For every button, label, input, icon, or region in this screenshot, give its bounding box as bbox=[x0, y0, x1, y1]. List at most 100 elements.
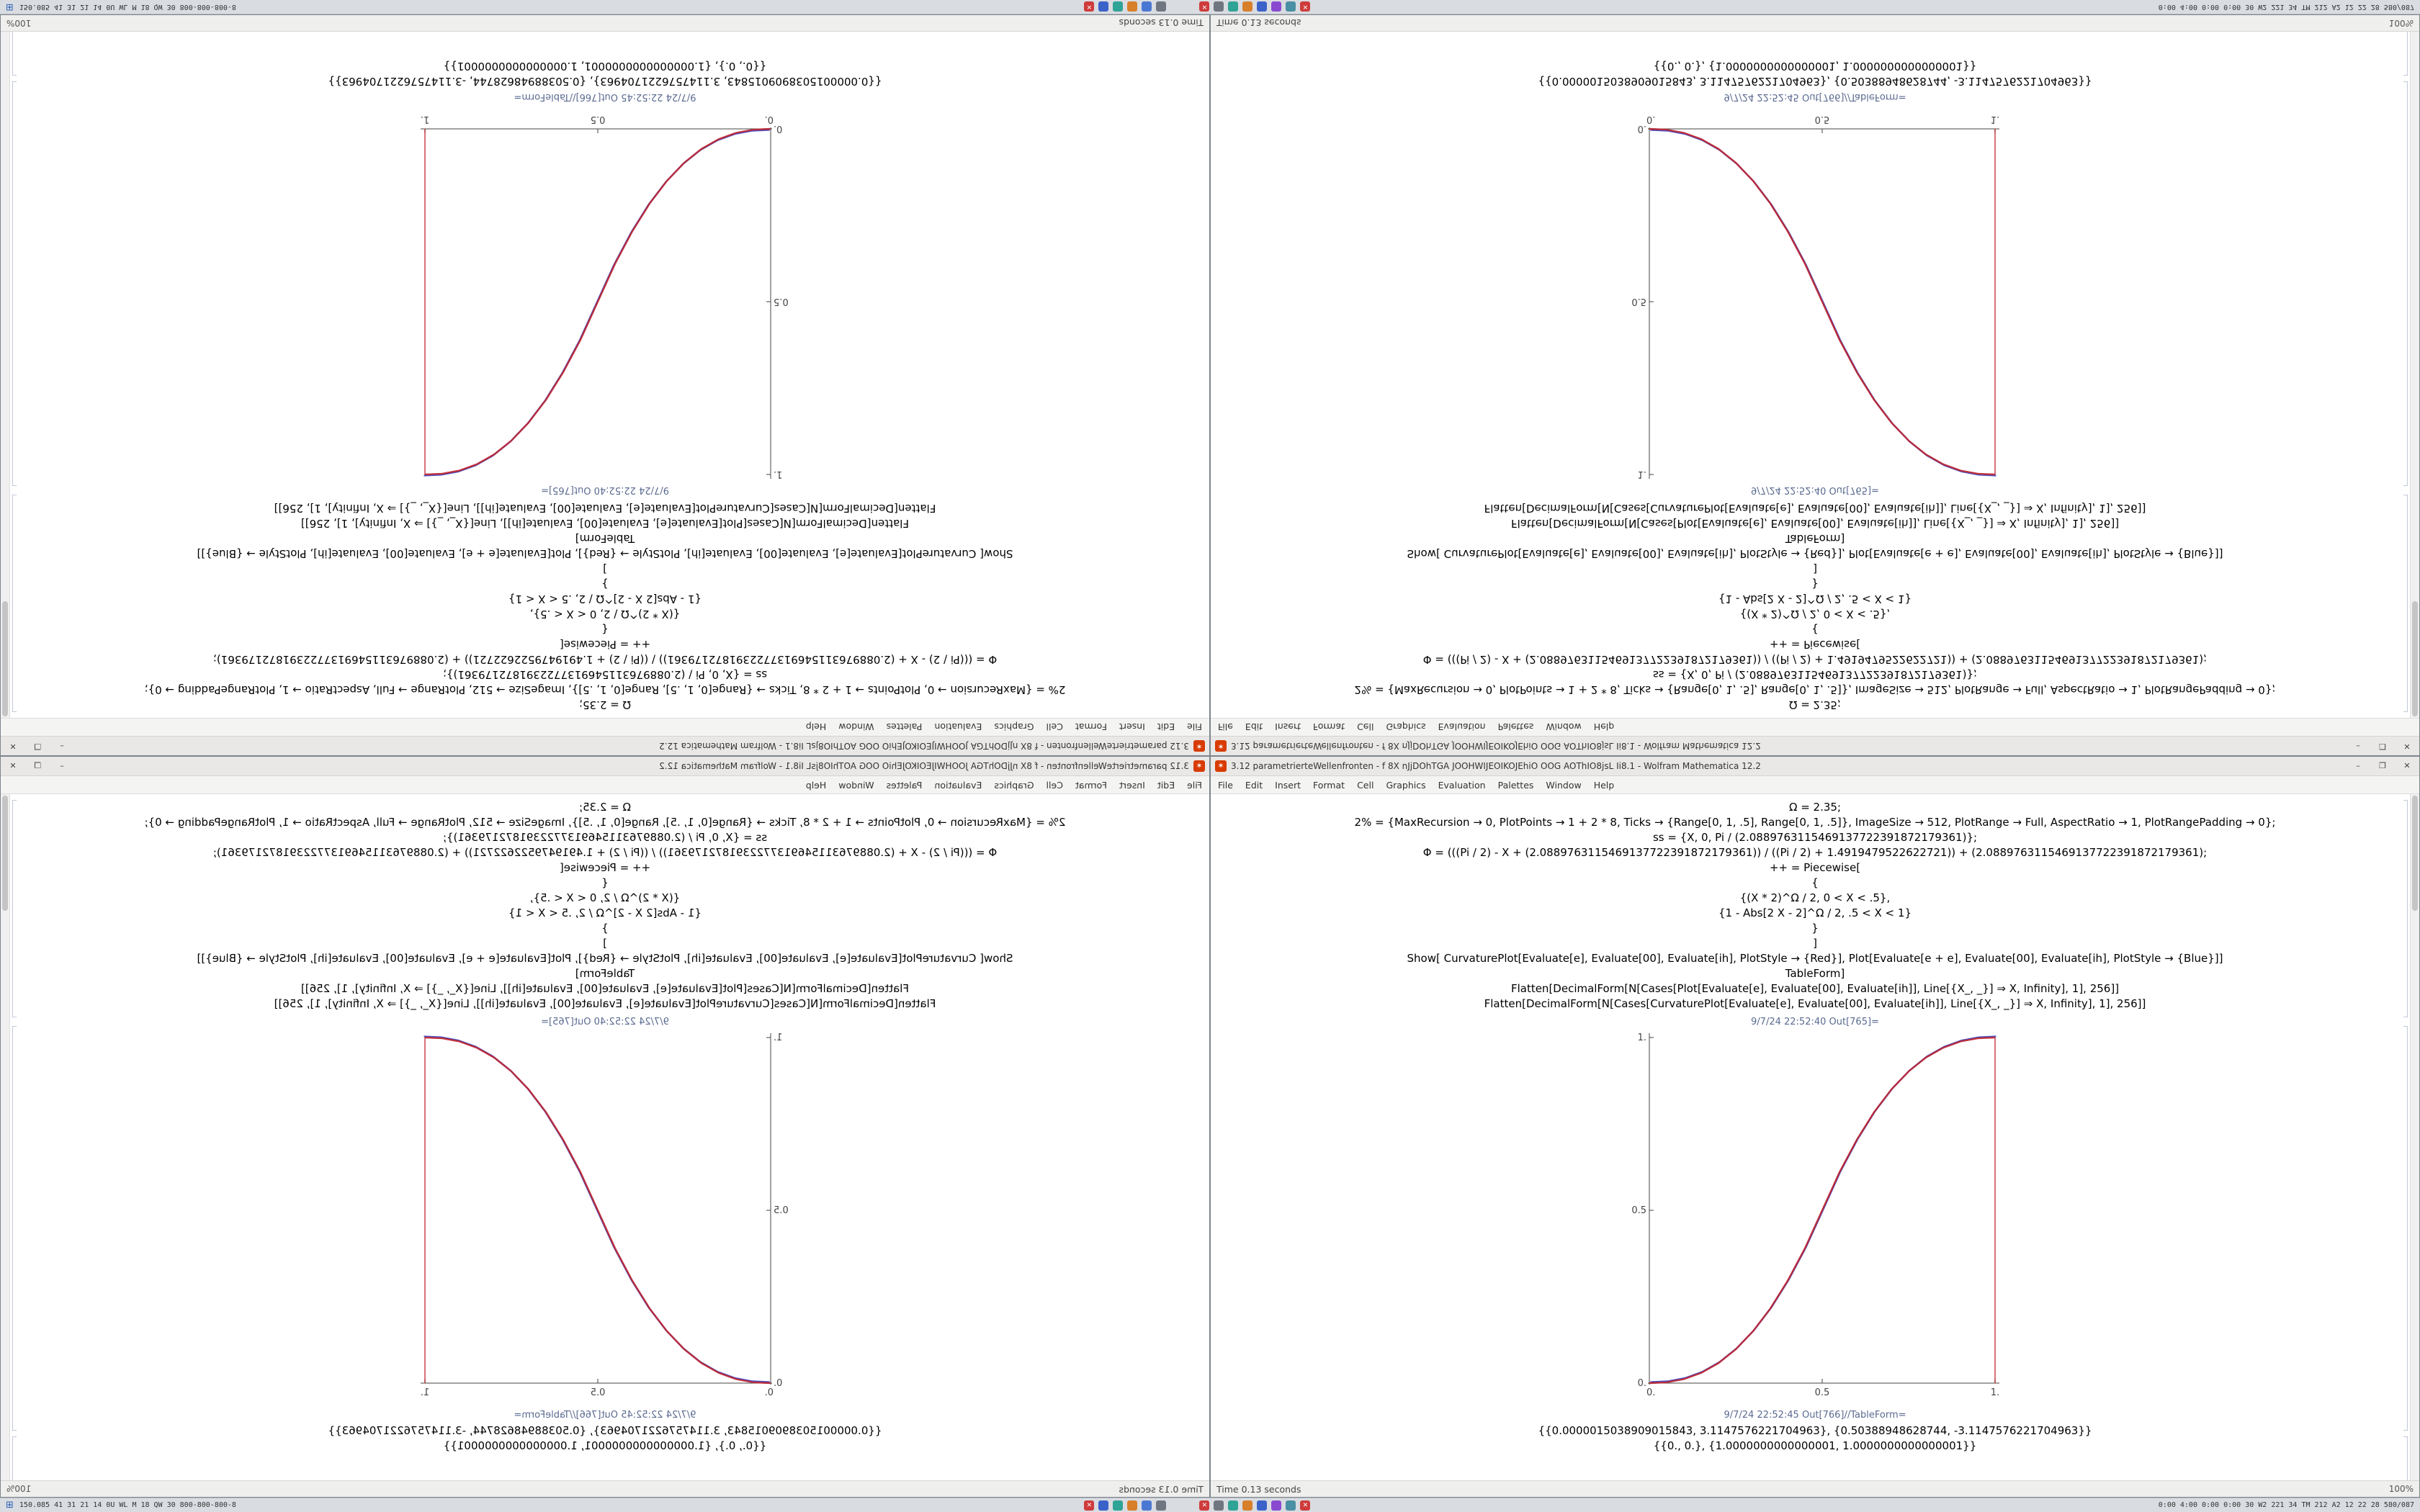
input-line[interactable]: Flatten[DecimalForm[N[Cases[Plot[Evaluat… bbox=[300, 982, 910, 995]
input-line[interactable]: Φ = (((Pi / 2) - X + (2.0889763115469137… bbox=[1422, 653, 2208, 666]
taskbar-app-icon[interactable]: ✕ bbox=[1199, 1, 1210, 12]
menu-item[interactable]: Window bbox=[1546, 779, 1582, 791]
menu-item[interactable]: Evaluation bbox=[1438, 779, 1486, 791]
input-line[interactable]: Show[ CurvaturePlot[Evaluate[e], Evaluat… bbox=[1407, 952, 2223, 965]
system-tray[interactable]: 0:00 4:00 0:00 0:00 30 W2 221 34 TM 212 … bbox=[2158, 3, 2414, 11]
minimize-button[interactable]: – bbox=[2356, 742, 2360, 751]
menu-item[interactable]: Graphics bbox=[994, 721, 1034, 733]
menu-item[interactable]: Help bbox=[805, 779, 827, 791]
minimize-button[interactable]: – bbox=[2356, 761, 2360, 770]
scrollbar-thumb[interactable] bbox=[2, 796, 8, 911]
input-line[interactable]: ] bbox=[1813, 562, 1817, 575]
menu-item[interactable]: File bbox=[1218, 779, 1233, 791]
menu-item[interactable]: Cell bbox=[1357, 779, 1374, 791]
window-titlebar[interactable]: ✶ 3.12 parametrierteWellenfronten - f 8X… bbox=[1, 736, 1209, 755]
input-line[interactable]: Ω = 2.35; bbox=[1788, 698, 1842, 711]
input-line[interactable]: ss = {X, 0, Pi / (2.08897631154691377223… bbox=[1652, 831, 1978, 844]
input-line[interactable]: TableForm] bbox=[575, 967, 635, 980]
menu-item[interactable]: Evaluation bbox=[934, 721, 982, 733]
input-line[interactable]: TableForm] bbox=[1785, 532, 1845, 545]
input-line[interactable]: Flatten[DecimalForm[N[Cases[CurvaturePlo… bbox=[1484, 997, 2146, 1010]
input-line[interactable]: 2% = {MaxRecursion → 0, PlotPoints → 1 +… bbox=[144, 683, 1066, 696]
window-titlebar[interactable]: ✶ 3.12 parametrierteWellenfronten - f 8X… bbox=[1211, 736, 2419, 755]
cell-bracket[interactable] bbox=[12, 81, 17, 486]
start-button[interactable]: ⊞ bbox=[6, 1, 14, 13]
taskbar-app-icon[interactable] bbox=[1156, 1500, 1167, 1511]
window-titlebar[interactable]: ✶ 3.12 parametrierteWellenfronten - f 8X… bbox=[1211, 757, 2419, 776]
input-line[interactable]: Φ = (((Pi / 2) - X + (2.0889763115469137… bbox=[212, 653, 998, 666]
menu-item[interactable]: Palettes bbox=[886, 779, 923, 791]
taskbar-app-icon[interactable] bbox=[1286, 1500, 1296, 1511]
menu-item[interactable]: Help bbox=[1593, 779, 1615, 791]
input-line[interactable]: ++ = Piecewise[ bbox=[559, 638, 651, 651]
taskbar-app-icon[interactable] bbox=[1228, 1, 1239, 12]
input-line[interactable]: { bbox=[601, 623, 609, 636]
menu-item[interactable]: Window bbox=[838, 779, 874, 791]
taskbar-widget-text[interactable]: 150.085 41 31 21 14 0U WL M 18 QW 30 800… bbox=[19, 3, 236, 11]
close-button[interactable]: ✕ bbox=[2403, 761, 2411, 770]
menu-item[interactable]: Evaluation bbox=[1438, 721, 1486, 733]
input-line[interactable]: ss = {X, 0, Pi / (2.08897631154691377223… bbox=[1652, 668, 1978, 681]
input-line[interactable]: ++ = Piecewise[ bbox=[559, 861, 651, 874]
input-line[interactable]: ] bbox=[1813, 937, 1817, 950]
cell-bracket[interactable] bbox=[2403, 800, 2408, 1017]
maximize-button[interactable]: ❐ bbox=[2379, 761, 2386, 770]
input-cell-group[interactable]: Ω = 2.35; 2% = {MaxRecursion → 0, PlotPoi… bbox=[1211, 800, 2419, 1012]
taskbar-app-icon[interactable] bbox=[1113, 1, 1124, 12]
vertical-scrollbar[interactable] bbox=[1, 794, 10, 1480]
input-cell-group[interactable]: Ω = 2.35; 2% = {MaxRecursion → 0, PlotPoi… bbox=[1, 800, 1209, 1012]
taskbar-app-icon[interactable] bbox=[1142, 1, 1152, 12]
taskbar-app-icon[interactable] bbox=[1127, 1, 1138, 12]
input-line[interactable]: {1 - Abs[2 X - 2]^Ω / 2, .5 < X < 1} bbox=[1718, 906, 1912, 919]
taskbar-app-icon[interactable]: ✕ bbox=[1084, 1, 1095, 12]
notebook-content[interactable]: Ω = 2.35; 2% = {MaxRecursion → 0, PlotPoi… bbox=[1211, 794, 2419, 1480]
input-cell-group[interactable]: Ω = 2.35; 2% = {MaxRecursion → 0, PlotPoi… bbox=[1, 500, 1209, 712]
taskbar-app-icon[interactable] bbox=[1214, 1, 1224, 12]
cell-bracket[interactable] bbox=[2403, 1026, 2408, 1431]
minimize-button[interactable]: – bbox=[60, 742, 64, 751]
menu-item[interactable]: Cell bbox=[1357, 721, 1374, 733]
start-button[interactable]: ⊞ bbox=[6, 1499, 14, 1511]
taskbar-app-icon[interactable] bbox=[1127, 1500, 1138, 1511]
menu-item[interactable]: Insert bbox=[1275, 721, 1301, 733]
taskbar-app-icon[interactable] bbox=[1098, 1500, 1109, 1511]
cell-bracket[interactable] bbox=[12, 32, 17, 76]
input-line[interactable]: Flatten[DecimalForm[N[Cases[CurvaturePlo… bbox=[274, 502, 936, 515]
taskbar-app-icon[interactable] bbox=[1286, 1, 1296, 12]
input-line[interactable]: {(X * 2)^Ω / 2, 0 < X < .5}, bbox=[529, 608, 681, 621]
input-line[interactable]: ] bbox=[603, 562, 607, 575]
input-line[interactable]: { bbox=[1811, 623, 1819, 636]
taskbar-app-icon[interactable] bbox=[1271, 1, 1282, 12]
menu-item[interactable]: Window bbox=[1546, 721, 1582, 733]
input-line[interactable]: Φ = (((Pi / 2) - X + (2.0889763115469137… bbox=[1422, 846, 2208, 859]
taskbar-app-icon[interactable] bbox=[1257, 1500, 1268, 1511]
input-line[interactable]: Ω = 2.35; bbox=[578, 801, 632, 814]
close-button[interactable]: ✕ bbox=[2403, 742, 2411, 751]
menu-item[interactable]: Insert bbox=[1275, 779, 1301, 791]
input-line[interactable]: ++ = Piecewise[ bbox=[1769, 861, 1861, 874]
menu-item[interactable]: Format bbox=[1075, 779, 1107, 791]
input-line[interactable]: { bbox=[601, 876, 609, 889]
cell-bracket[interactable] bbox=[2403, 32, 2408, 76]
scrollbar-thumb[interactable] bbox=[2412, 601, 2418, 716]
input-line[interactable]: { bbox=[1811, 876, 1819, 889]
menu-item[interactable]: Edit bbox=[1245, 721, 1263, 733]
maximize-button[interactable]: ❐ bbox=[34, 761, 41, 770]
minimize-button[interactable]: – bbox=[60, 761, 64, 770]
menu-item[interactable]: Palettes bbox=[1497, 721, 1534, 733]
menu-item[interactable]: Edit bbox=[1245, 779, 1263, 791]
input-line[interactable]: } bbox=[601, 577, 609, 590]
input-line[interactable]: Ω = 2.35; bbox=[578, 698, 632, 711]
menu-item[interactable]: File bbox=[1218, 721, 1233, 733]
window-titlebar[interactable]: ✶ 3.12 parametrierteWellenfronten - f 8X… bbox=[1, 757, 1209, 776]
taskbar-app-icon[interactable]: ✕ bbox=[1300, 1500, 1311, 1511]
menu-item[interactable]: Edit bbox=[1157, 779, 1175, 791]
notebook-content[interactable]: Ω = 2.35; 2% = {MaxRecursion → 0, PlotPoi… bbox=[1, 794, 1209, 1480]
taskbar[interactable]: ⊞ 150.085 41 31 21 14 0U WL M 18 QW 30 8… bbox=[0, 1498, 2420, 1512]
cell-bracket[interactable] bbox=[2403, 81, 2408, 486]
input-line[interactable]: 2% = {MaxRecursion → 0, PlotPoints → 1 +… bbox=[1354, 816, 2276, 829]
maximize-button[interactable]: ❐ bbox=[34, 742, 41, 751]
taskbar-app-icon[interactable]: ✕ bbox=[1300, 1, 1311, 12]
zoom-control[interactable]: 100% bbox=[6, 1484, 32, 1494]
input-line[interactable]: } bbox=[1811, 922, 1819, 935]
